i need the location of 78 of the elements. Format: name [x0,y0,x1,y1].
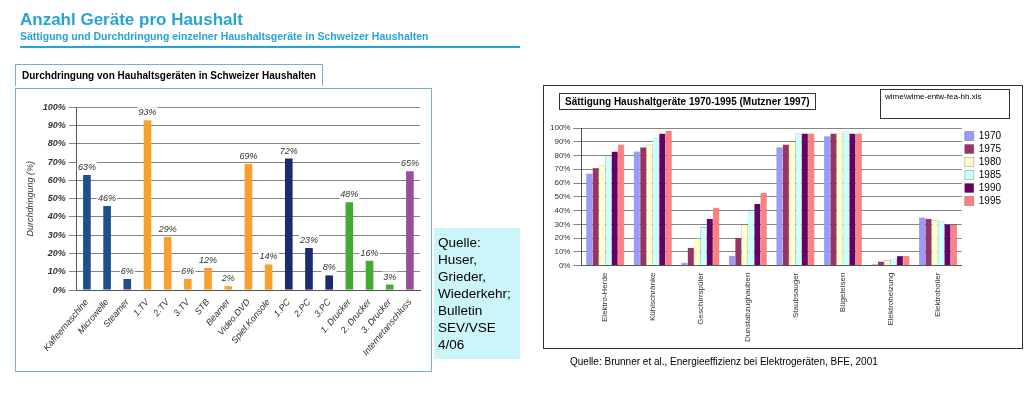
x-tick-label: Kühlschränke [647,272,657,322]
bar [184,279,192,290]
y-tick-label: 70% [554,164,571,174]
bar [143,120,152,290]
x-tick-label: Bügeleisen [838,272,848,313]
y-tick-label: 0% [52,284,66,295]
y-tick-label: 100% [549,123,571,133]
bar [244,164,253,290]
y-tick-label: 50% [47,193,66,204]
bar [365,260,374,290]
bar [325,275,333,290]
chart-title: Sättigung Haushaltgeräte 1970-1995 (Mutzner 1997) [559,93,816,110]
data-label: 65% [400,158,419,169]
x-tick-label: Elektroboiler [933,272,943,318]
y-tick-label: 20% [554,233,571,243]
bar [224,286,233,290]
x-tick-label: Staubsauger [790,272,800,318]
text: wime\wime-entw-fea-hh.xls [880,89,1010,119]
bar [284,158,293,290]
y-tick-label: 60% [554,178,571,188]
x-tick-label: Elektroheizung [885,272,895,326]
data-label: 23% [298,235,318,246]
legend-label: 1985 [978,168,1002,180]
legend-label: 1980 [978,155,1002,167]
y-tick-label: 100% [42,101,66,112]
data-label: 12% [199,255,218,266]
data-label: 6% [181,266,195,277]
legend-label: 1990 [978,181,1002,193]
data-label: 72% [279,145,298,156]
bar [385,284,394,290]
y-tick-label: 80% [554,150,571,160]
text: Durchdringung von Hauhaltsgeräten in Schweizer Haushalten [15,64,323,86]
bar [345,202,354,290]
x-tick-label: Geschirrspüler [695,272,705,325]
source-note: Quelle: Huser, Grieder, Wiederkehr; Bulletin SEV/VSE 4/06 [434,228,520,359]
y-tick-label: 70% [47,156,66,167]
data-label: 29% [157,224,177,235]
data-label: 3% [383,271,397,282]
data-label: 6% [120,266,134,277]
y-tick-label: 90% [47,120,66,131]
data-label: 48% [340,189,359,200]
data-label: 93% [138,107,157,118]
y-tick-label: 10% [554,247,571,257]
data-label: 46% [98,193,117,204]
chart-subtitle: Sättigung und Durchdringung einzelner Haushaltsgeräte in Schweizer Haushalten [20,30,430,42]
y-tick-label: 80% [47,138,66,149]
source-note: Quelle: Brunner et al., Energieeffizienz bei Elektrogeräten, BFE, 2001 [570,356,878,367]
bar [103,206,111,290]
bar [305,248,313,290]
y-tick-label: 20% [46,247,66,258]
y-tick-label: 30% [47,229,66,240]
y-tick-label: 10% [47,266,66,277]
y-tick-label: 40% [46,211,66,222]
y-tick-label: 60% [47,174,66,185]
bar [123,279,132,290]
data-label: 16% [360,247,379,258]
data-label: 14% [259,251,278,262]
bar [406,171,414,290]
data-label: 2% [220,273,235,284]
legend-label: 1995 [978,194,1002,206]
legend-label: 1975 [978,142,1002,154]
y-tick-label: 30% [554,219,571,229]
x-tick-label: Dunstabzughauben [743,272,753,342]
y-tick-label: 50% [554,192,571,202]
bar [163,237,172,290]
chart-title: Anzahl Geräte pro Haushalt [20,10,244,30]
bar [264,264,273,290]
data-label: 63% [77,161,96,172]
y-tick-label: 90% [554,136,571,146]
y-tick-label: 0% [558,260,571,270]
y-axis-title: Durchdringung (%) [24,160,35,237]
data-label: 8% [322,262,336,273]
x-tick-label: Elektro-Herde [600,272,610,322]
y-tick-label: 40% [554,205,571,215]
bar [83,174,91,290]
data-label: 69% [239,151,258,162]
legend-label: 1970 [978,129,1002,141]
bar [204,268,212,290]
